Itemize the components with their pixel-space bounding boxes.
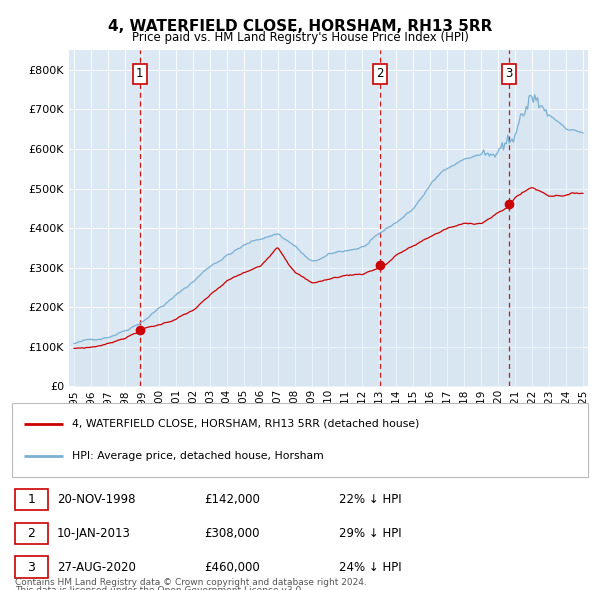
FancyBboxPatch shape <box>12 403 588 477</box>
Text: 4, WATERFIELD CLOSE, HORSHAM, RH13 5RR (detached house): 4, WATERFIELD CLOSE, HORSHAM, RH13 5RR (… <box>72 419 419 429</box>
FancyBboxPatch shape <box>15 489 48 510</box>
Text: £460,000: £460,000 <box>204 561 260 574</box>
Text: 3: 3 <box>505 67 513 80</box>
FancyBboxPatch shape <box>15 556 48 578</box>
Text: 24% ↓ HPI: 24% ↓ HPI <box>339 561 401 574</box>
Text: This data is licensed under the Open Government Licence v3.0.: This data is licensed under the Open Gov… <box>15 586 304 590</box>
Text: 1: 1 <box>28 493 35 506</box>
Text: 29% ↓ HPI: 29% ↓ HPI <box>339 527 401 540</box>
Text: HPI: Average price, detached house, Horsham: HPI: Average price, detached house, Hors… <box>72 451 324 461</box>
FancyBboxPatch shape <box>15 523 48 544</box>
Text: 2: 2 <box>376 67 383 80</box>
Text: 3: 3 <box>28 561 35 574</box>
Text: 4, WATERFIELD CLOSE, HORSHAM, RH13 5RR: 4, WATERFIELD CLOSE, HORSHAM, RH13 5RR <box>108 19 492 34</box>
Text: Price paid vs. HM Land Registry's House Price Index (HPI): Price paid vs. HM Land Registry's House … <box>131 31 469 44</box>
Text: 1: 1 <box>136 67 143 80</box>
Text: 10-JAN-2013: 10-JAN-2013 <box>57 527 131 540</box>
Text: 27-AUG-2020: 27-AUG-2020 <box>57 561 136 574</box>
Text: 20-NOV-1998: 20-NOV-1998 <box>57 493 136 506</box>
Text: £142,000: £142,000 <box>204 493 260 506</box>
Text: Contains HM Land Registry data © Crown copyright and database right 2024.: Contains HM Land Registry data © Crown c… <box>15 578 367 586</box>
Text: 22% ↓ HPI: 22% ↓ HPI <box>339 493 401 506</box>
Text: £308,000: £308,000 <box>204 527 260 540</box>
Text: 2: 2 <box>28 527 35 540</box>
